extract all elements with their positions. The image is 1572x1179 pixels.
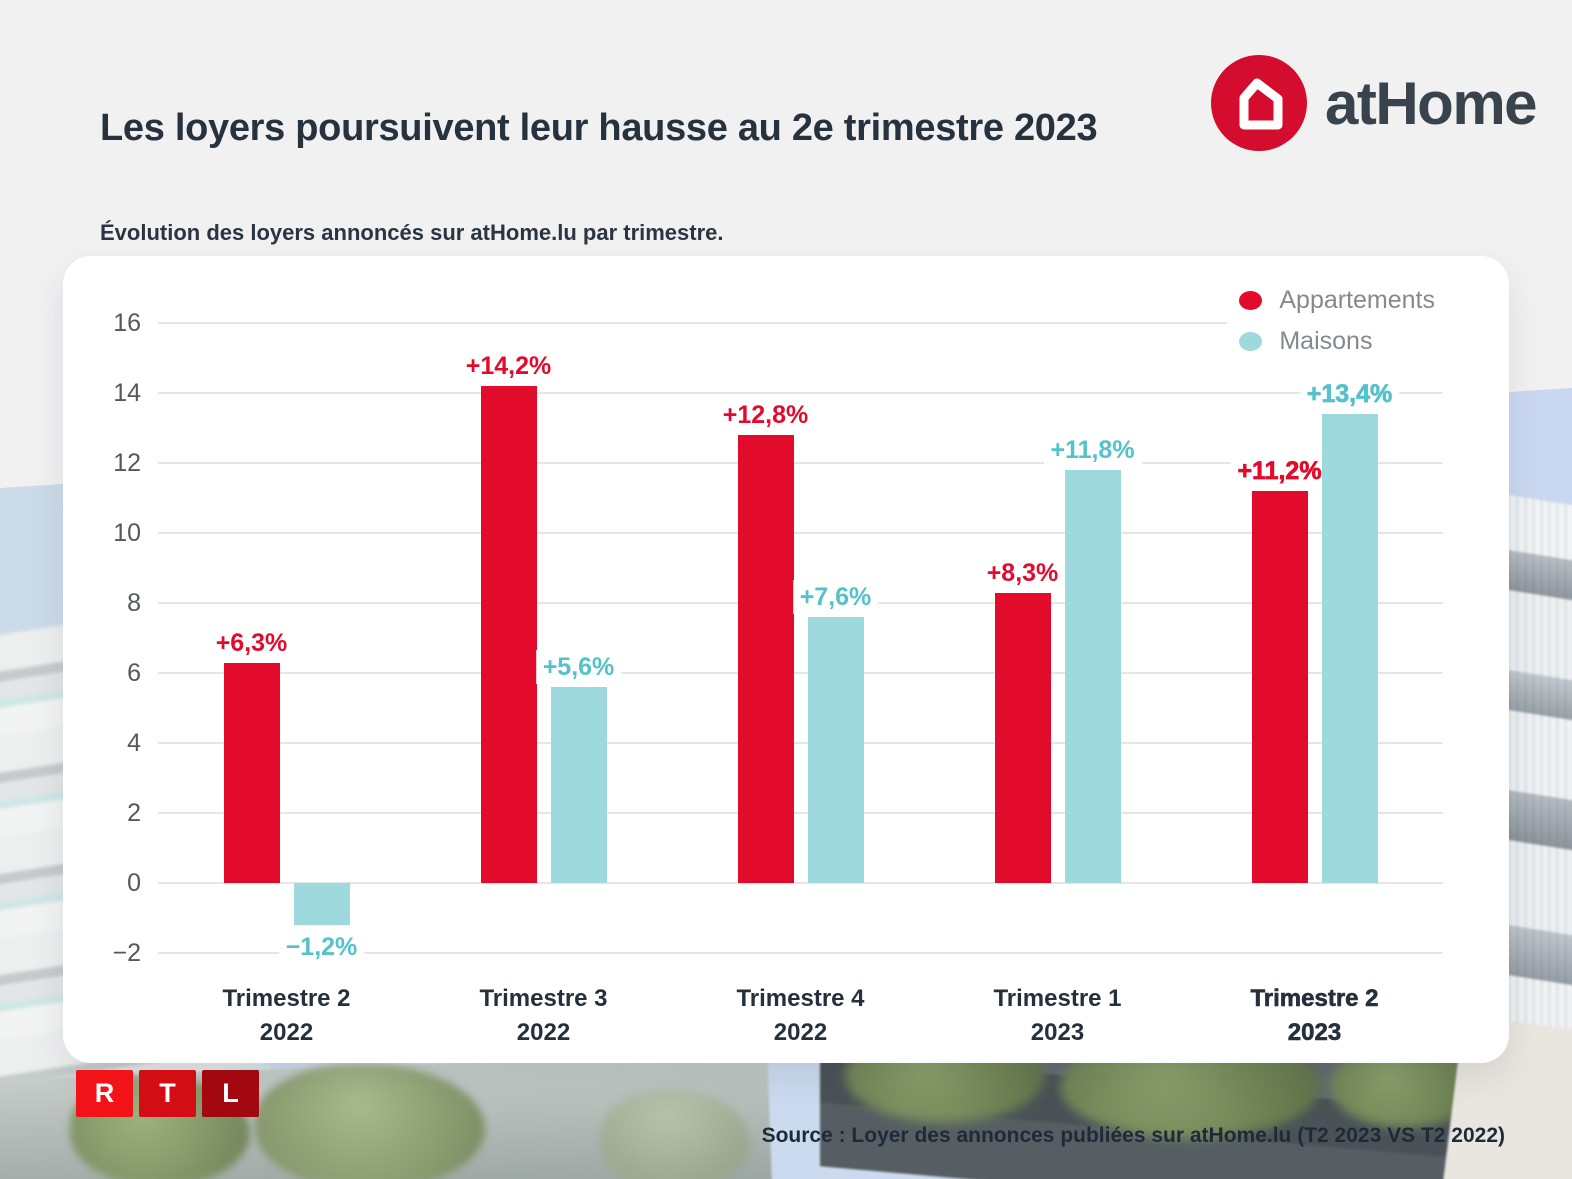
rtl-logo: R T L	[76, 1070, 259, 1117]
y-tick-14: 14	[113, 379, 141, 407]
y-tick--2: −2	[112, 939, 141, 967]
value-label-maisons-4: +11,8%	[1043, 433, 1142, 467]
bar-maisons-4	[1064, 470, 1121, 883]
bar-maisons-1	[293, 883, 350, 925]
gridline--2	[158, 952, 1443, 954]
rtl-letter-l: L	[202, 1070, 259, 1117]
y-tick-0: 0	[127, 869, 141, 897]
value-label-appartements-5: +11,2%	[1230, 454, 1329, 488]
y-tick-12: 12	[113, 449, 141, 477]
gridline-10	[158, 532, 1443, 534]
bar-appartements-3	[737, 435, 794, 883]
y-tick-2: 2	[127, 799, 141, 827]
x-label-1: Trimestre 2 2022	[222, 985, 351, 1046]
legend-item-maisons: Maisons	[1239, 327, 1435, 356]
value-label-appartements-2: +14,2%	[458, 349, 559, 383]
page-title: Les loyers poursuivent leur hausse au 2e…	[100, 107, 1098, 150]
source-note: Source : Loyer des annonces publiées sur…	[761, 1124, 1505, 1147]
value-label-maisons-2: +5,6%	[535, 650, 622, 684]
bg-tree	[600, 1090, 750, 1179]
y-tick-4: 4	[127, 729, 141, 757]
bg-tree	[255, 1064, 485, 1179]
gridline-12	[158, 462, 1443, 464]
athome-wordmark: atHome	[1325, 69, 1538, 137]
legend-dot-appartements	[1239, 291, 1263, 310]
bar-appartements-2	[480, 386, 537, 883]
bar-maisons-3	[807, 617, 864, 883]
athome-house-icon	[1211, 55, 1307, 151]
x-label-5: Trimestre 2 2023	[1250, 985, 1379, 1047]
gridline-4	[158, 742, 1443, 744]
bar-maisons-5	[1321, 414, 1378, 883]
chart-legend: Appartements Maisons	[1227, 276, 1447, 366]
gridline-6	[158, 672, 1443, 674]
x-label-4: Trimestre 1 2023	[993, 985, 1122, 1046]
value-label-maisons-1: −1,2%	[278, 930, 365, 964]
page-subtitle: Évolution des loyers annoncés sur atHome…	[100, 220, 724, 245]
legend-label: Appartements	[1279, 286, 1435, 314]
legend-label: Maisons	[1279, 327, 1373, 355]
legend-dot-maisons	[1239, 332, 1263, 351]
bar-appartements-4	[994, 592, 1051, 883]
rtl-letter-r: R	[76, 1070, 133, 1117]
value-label-appartements-1: +6,3%	[208, 625, 295, 660]
y-tick-10: 10	[113, 519, 141, 547]
gridline-2	[158, 812, 1443, 814]
value-label-appartements-3: +12,8%	[715, 398, 816, 432]
x-label-3: Trimestre 4 2022	[736, 985, 865, 1046]
y-tick-6: 6	[127, 659, 141, 687]
athome-logo: atHome	[1211, 55, 1538, 151]
value-label-maisons-5: +13,4%	[1299, 377, 1400, 411]
legend-item-appartements: Appartements	[1239, 286, 1435, 315]
bar-maisons-2	[550, 687, 607, 883]
bar-appartements-1	[223, 662, 280, 883]
gridline-0	[158, 882, 1443, 884]
y-tick-16: 16	[113, 309, 141, 337]
value-label-maisons-3: +7,6%	[792, 580, 879, 614]
bar-appartements-5	[1251, 491, 1308, 883]
gridline-14	[158, 392, 1443, 394]
x-label-2: Trimestre 3 2022	[479, 985, 608, 1046]
y-tick-8: 8	[127, 589, 141, 617]
rtl-letter-t: T	[139, 1070, 196, 1117]
chart-card: 16 14 12 10 8 6 4 2 0 −2 +6,3% −1,2% +14,2% +5,6% +12…	[63, 256, 1509, 1063]
gridline-16	[158, 322, 1443, 324]
value-label-appartements-4: +8,3%	[979, 555, 1066, 590]
